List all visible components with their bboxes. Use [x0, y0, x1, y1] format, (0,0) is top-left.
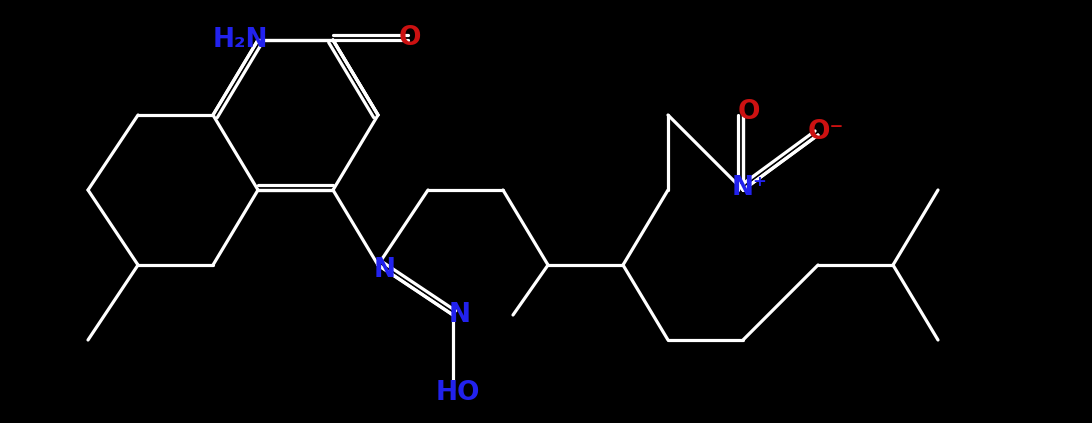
Text: N: N — [373, 257, 396, 283]
Text: N⁺: N⁺ — [732, 175, 768, 201]
Text: O⁻: O⁻ — [808, 119, 844, 145]
Text: HO: HO — [436, 380, 480, 406]
Text: N: N — [449, 302, 471, 328]
Text: H₂N: H₂N — [212, 27, 268, 53]
Text: O: O — [399, 25, 422, 51]
Text: O: O — [738, 99, 760, 125]
